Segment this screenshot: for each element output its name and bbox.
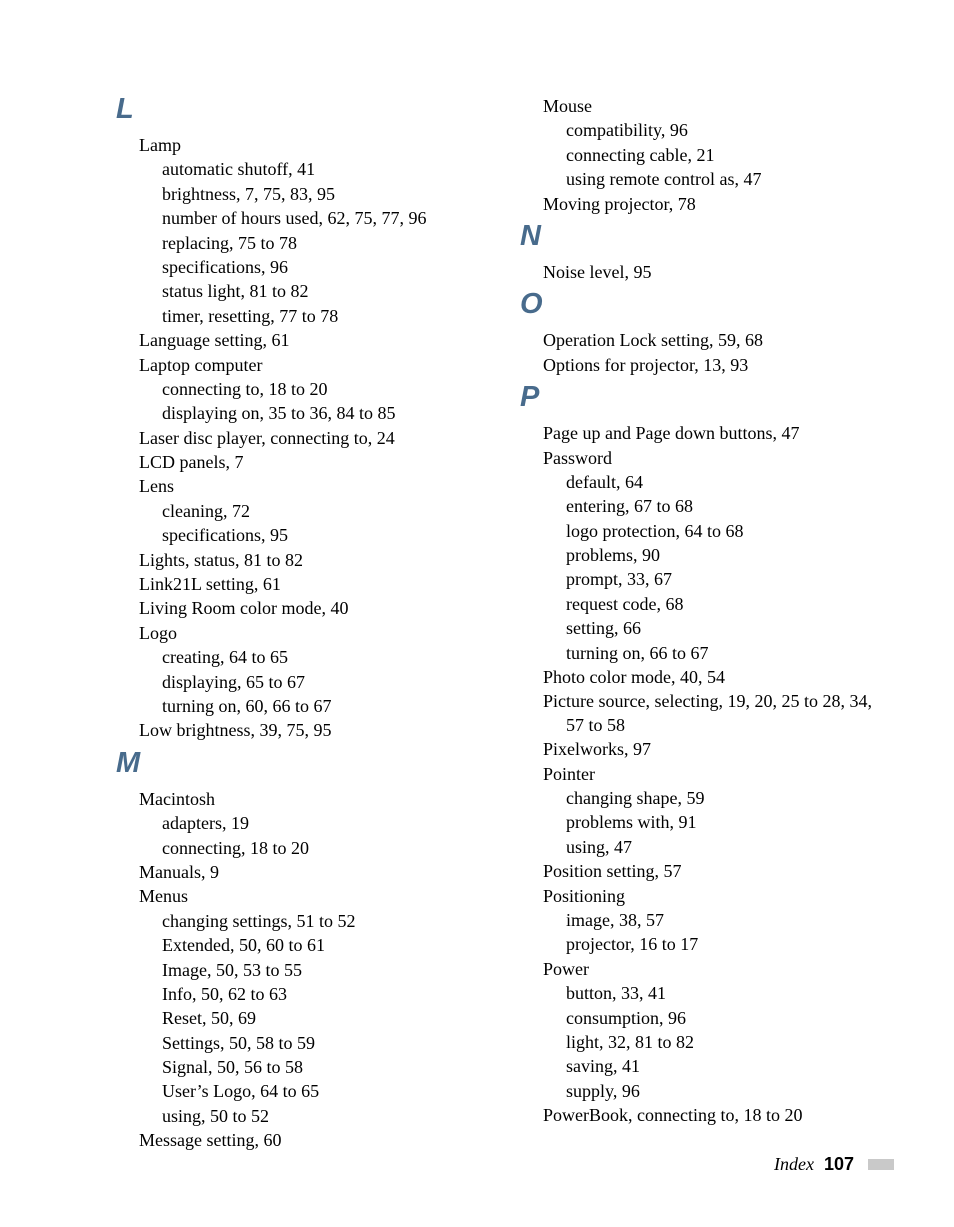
index-entry: Lights, status, 81 to 82 xyxy=(116,549,490,572)
index-subentry: Reset, 50, 69 xyxy=(116,1007,490,1030)
index-subentry: timer, resetting, 77 to 78 xyxy=(116,305,490,328)
index-entry: Position setting, 57 xyxy=(520,860,894,883)
index-subentry: image, 38, 57 xyxy=(520,909,894,932)
index-subentry: cleaning, 72 xyxy=(116,500,490,523)
index-entry: Laptop computer xyxy=(116,354,490,377)
index-subentry: status light, 81 to 82 xyxy=(116,280,490,303)
index-subentry: default, 64 xyxy=(520,471,894,494)
index-page: L Lampautomatic shutoff, 41brightness, 7,… xyxy=(0,0,954,1154)
index-entry: PowerBook, connecting to, 18 to 20 xyxy=(520,1104,894,1127)
index-entry: Menus xyxy=(116,885,490,908)
index-subentry: using remote control as, 47 xyxy=(520,168,894,191)
index-subentry: changing shape, 59 xyxy=(520,787,894,810)
index-subentry: turning on, 60, 66 to 67 xyxy=(116,695,490,718)
index-subentry: automatic shutoff, 41 xyxy=(116,158,490,181)
footer-page-number: 107 xyxy=(824,1154,854,1175)
index-subentry: Settings, 50, 58 to 59 xyxy=(116,1032,490,1055)
index-subentry: light, 32, 81 to 82 xyxy=(520,1031,894,1054)
index-subentry: Signal, 50, 56 to 58 xyxy=(116,1056,490,1079)
index-entry: Laser disc player, connecting to, 24 xyxy=(116,427,490,450)
index-entry: Options for projector, 13, 93 xyxy=(520,354,894,377)
index-column-right: Mousecompatibility, 96connecting cable, … xyxy=(520,95,894,1154)
index-subentry: specifications, 95 xyxy=(116,524,490,547)
index-entry: Password xyxy=(520,447,894,470)
index-subentry: number of hours used, 62, 75, 77, 96 xyxy=(116,207,490,230)
index-entry: Low brightness, 39, 75, 95 xyxy=(116,719,490,742)
index-entry: LCD panels, 7 xyxy=(116,451,490,474)
index-subentry: connecting cable, 21 xyxy=(520,144,894,167)
index-subentry: turning on, 66 to 67 xyxy=(520,642,894,665)
index-subentry: Extended, 50, 60 to 61 xyxy=(116,934,490,957)
index-subentry: using, 50 to 52 xyxy=(116,1105,490,1128)
index-entry: Page up and Page down buttons, 47 xyxy=(520,422,894,445)
index-subentry: specifications, 96 xyxy=(116,256,490,279)
footer-section-label: Index xyxy=(774,1154,814,1175)
index-subentry: prompt, 33, 67 xyxy=(520,568,894,591)
index-subentry: entering, 67 to 68 xyxy=(520,495,894,518)
index-entry: Macintosh xyxy=(116,788,490,811)
index-entry: Picture source, selecting, 19, 20, 25 to… xyxy=(520,690,894,737)
index-subentry: problems, 90 xyxy=(520,544,894,567)
index-entry: Positioning xyxy=(520,885,894,908)
index-subentry: saving, 41 xyxy=(520,1055,894,1078)
index-column-left: L Lampautomatic shutoff, 41brightness, 7,… xyxy=(116,95,490,1154)
index-subentry: consumption, 96 xyxy=(520,1007,894,1030)
index-subentry: creating, 64 to 65 xyxy=(116,646,490,669)
index-entry: Photo color mode, 40, 54 xyxy=(520,666,894,689)
index-subentry: compatibility, 96 xyxy=(520,119,894,142)
index-subentry: Image, 50, 53 to 55 xyxy=(116,959,490,982)
index-entry: Pointer xyxy=(520,763,894,786)
footer-decorative-bar xyxy=(868,1159,894,1170)
index-entry: Lamp xyxy=(116,134,490,157)
index-subentry: adapters, 19 xyxy=(116,812,490,835)
index-subentry: Info, 50, 62 to 63 xyxy=(116,983,490,1006)
index-section-letter: N xyxy=(520,222,894,251)
index-columns: L Lampautomatic shutoff, 41brightness, 7,… xyxy=(116,95,894,1154)
index-entry: Living Room color mode, 40 xyxy=(116,597,490,620)
index-section-letter: L xyxy=(116,95,490,124)
index-subentry: logo protection, 64 to 68 xyxy=(520,520,894,543)
index-entry: Operation Lock setting, 59, 68 xyxy=(520,329,894,352)
index-subentry: connecting, 18 to 20 xyxy=(116,837,490,860)
index-subentry: projector, 16 to 17 xyxy=(520,933,894,956)
index-subentry: problems with, 91 xyxy=(520,811,894,834)
index-entry: Lens xyxy=(116,475,490,498)
index-subentry: supply, 96 xyxy=(520,1080,894,1103)
index-entry: Noise level, 95 xyxy=(520,261,894,284)
page-footer: Index 107 xyxy=(774,1154,894,1175)
index-subentry: displaying, 65 to 67 xyxy=(116,671,490,694)
index-subentry: brightness, 7, 75, 83, 95 xyxy=(116,183,490,206)
index-subentry: User’s Logo, 64 to 65 xyxy=(116,1080,490,1103)
index-section-letter: O xyxy=(520,290,894,319)
index-entry: Pixelworks, 97 xyxy=(520,738,894,761)
index-subentry: setting, 66 xyxy=(520,617,894,640)
index-entry: Logo xyxy=(116,622,490,645)
index-section-letter: M xyxy=(116,749,490,778)
index-entry: Moving projector, 78 xyxy=(520,193,894,216)
index-entry: Message setting, 60 xyxy=(116,1129,490,1152)
index-entry: Link21L setting, 61 xyxy=(116,573,490,596)
index-entry: Manuals, 9 xyxy=(116,861,490,884)
index-subentry: button, 33, 41 xyxy=(520,982,894,1005)
index-entry: Language setting, 61 xyxy=(116,329,490,352)
index-entry: Mouse xyxy=(520,95,894,118)
index-subentry: replacing, 75 to 78 xyxy=(116,232,490,255)
index-subentry: changing settings, 51 to 52 xyxy=(116,910,490,933)
index-subentry: using, 47 xyxy=(520,836,894,859)
index-subentry: displaying on, 35 to 36, 84 to 85 xyxy=(116,402,490,425)
index-subentry: connecting to, 18 to 20 xyxy=(116,378,490,401)
index-subentry: request code, 68 xyxy=(520,593,894,616)
index-entry: Power xyxy=(520,958,894,981)
index-section-letter: P xyxy=(520,383,894,412)
